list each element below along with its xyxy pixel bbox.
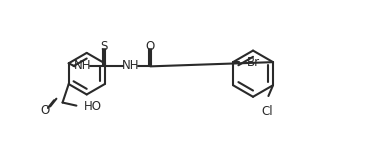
Text: S: S [100, 40, 108, 53]
Text: HO: HO [84, 100, 102, 113]
Text: Br: Br [247, 56, 260, 69]
Text: NH: NH [74, 59, 91, 72]
Text: O: O [146, 40, 155, 53]
Text: Cl: Cl [261, 105, 273, 118]
Text: O: O [40, 104, 49, 117]
Text: NH: NH [122, 59, 139, 72]
